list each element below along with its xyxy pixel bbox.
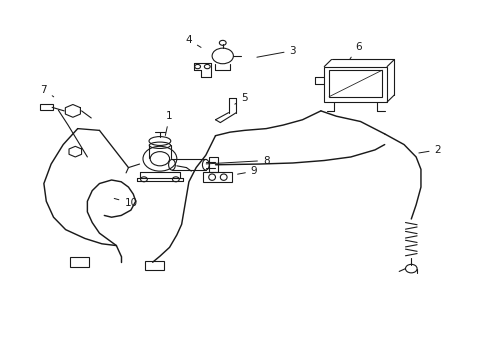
- Text: 2: 2: [418, 145, 440, 155]
- Text: 7: 7: [41, 85, 54, 97]
- Bar: [328, 70, 382, 97]
- Bar: [40, 104, 53, 110]
- Text: 6: 6: [349, 42, 361, 59]
- Bar: [203, 172, 232, 183]
- Text: 1: 1: [165, 111, 173, 135]
- Text: 3: 3: [256, 46, 296, 57]
- Ellipse shape: [208, 174, 215, 180]
- Ellipse shape: [220, 174, 226, 180]
- Bar: [70, 257, 89, 267]
- Bar: [145, 261, 163, 270]
- Text: 5: 5: [234, 94, 247, 104]
- Bar: [209, 157, 218, 172]
- Text: 9: 9: [237, 166, 257, 176]
- Text: 8: 8: [206, 156, 269, 166]
- Text: 10: 10: [114, 198, 137, 208]
- Bar: [324, 67, 386, 102]
- Text: 4: 4: [185, 35, 201, 48]
